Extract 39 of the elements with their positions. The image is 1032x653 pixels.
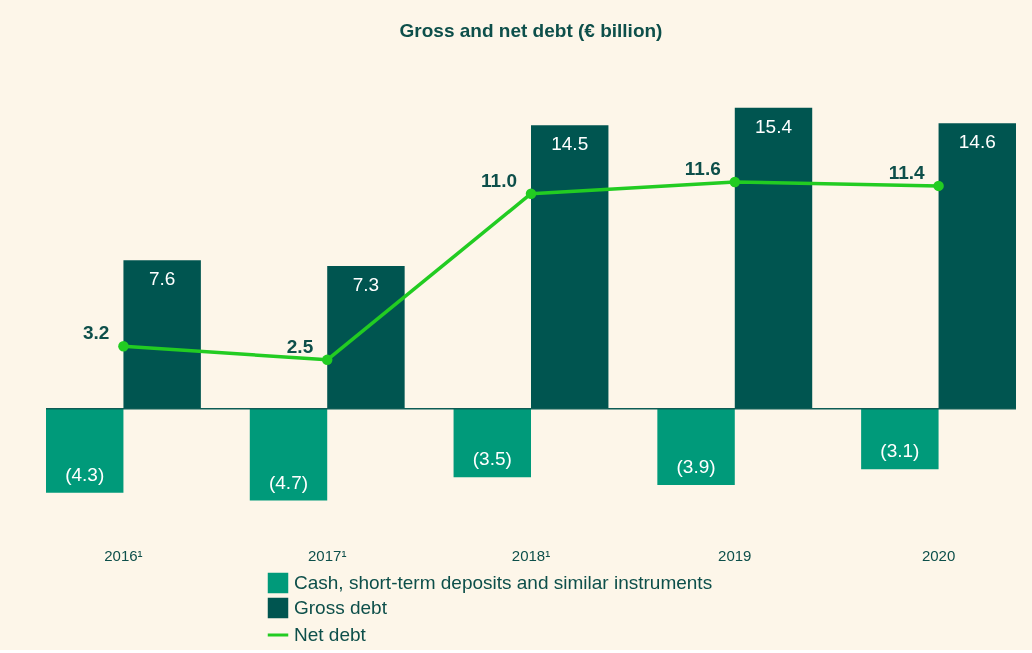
bar [938, 123, 1016, 409]
bar [249, 408, 328, 501]
point [118, 340, 129, 352]
data-label: (4.3) [65, 463, 105, 485]
bar [531, 125, 609, 409]
x-tick-label: 2016¹ [104, 546, 143, 564]
legend-label: Gross debt [294, 597, 388, 618]
data-label: (4.7) [268, 471, 309, 493]
bar [46, 408, 124, 493]
bar [734, 107, 813, 409]
legend-label: Cash, short-term deposits and similar instruments [294, 572, 713, 593]
data-label: 7.6 [148, 268, 176, 290]
data-label: 15.4 [755, 115, 793, 137]
bar [453, 408, 531, 478]
x-tick-label: 2019 [718, 546, 752, 564]
data-label: 11.0 [481, 169, 517, 191]
data-label: 3.2 [83, 322, 110, 344]
x-tick-label: 2018¹ [511, 546, 551, 564]
data-label: 11.6 [684, 158, 721, 179]
data-label: 11.4 [888, 161, 925, 183]
point [933, 180, 944, 192]
point [321, 354, 333, 366]
x-tick-label: 2020 [921, 546, 956, 564]
bar [657, 408, 735, 485]
legend-label: Net debt [294, 624, 367, 645]
chart-title: Gross and net debt (€ billion) [399, 20, 663, 41]
bar [327, 266, 405, 409]
data-label: (3.9) [676, 455, 716, 477]
data-label: 7.3 [352, 274, 380, 296]
bar [861, 408, 939, 470]
data-label: 2.5 [286, 335, 314, 357]
point [729, 176, 741, 188]
point [525, 188, 537, 199]
data-label: 14.5 [551, 133, 589, 155]
x-tick-label: 2017¹ [308, 546, 347, 564]
data-label: (3.1) [880, 440, 920, 462]
data-label: (3.5) [472, 448, 512, 470]
bar [123, 260, 201, 409]
data-label: 14.6 [958, 131, 996, 153]
